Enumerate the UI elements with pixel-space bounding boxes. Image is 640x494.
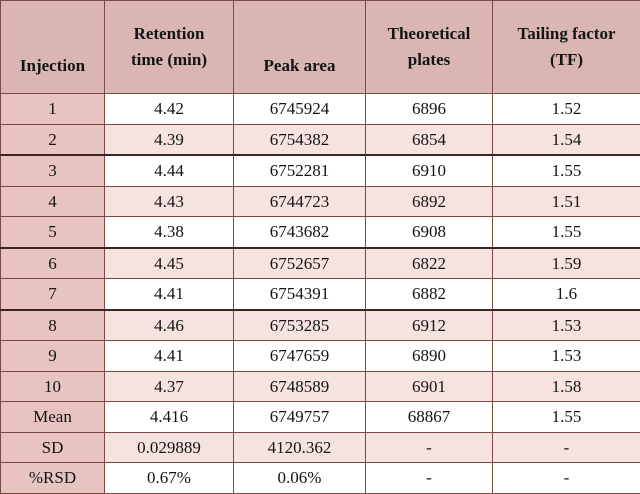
peak-area-cell: 6747659 xyxy=(234,341,366,372)
peak-area-cell: 6744723 xyxy=(234,186,366,217)
peak-area-cell: 6745924 xyxy=(234,94,366,125)
theoretical-plates-cell: - xyxy=(366,432,493,463)
theoretical-plates-cell: 6892 xyxy=(366,186,493,217)
peak-area-cell: 6754382 xyxy=(234,124,366,155)
table-row-sd: SD 0.029889 4120.362 - - xyxy=(1,432,640,463)
row-label-cell: SD xyxy=(1,432,105,463)
table-row: 2 4.39 6754382 6854 1.54 xyxy=(1,124,640,155)
theoretical-plates-cell: 6908 xyxy=(366,217,493,248)
retention-time-cell: 4.41 xyxy=(105,279,234,310)
table-row: 7 4.41 6754391 6882 1.6 xyxy=(1,279,640,310)
table-row: 8 4.46 6753285 6912 1.53 xyxy=(1,310,640,341)
retention-time-cell: 4.41 xyxy=(105,341,234,372)
tailing-factor-cell: - xyxy=(493,432,640,463)
row-label-cell: 4 xyxy=(1,186,105,217)
theoretical-plates-cell: 6910 xyxy=(366,155,493,186)
row-label-cell: 3 xyxy=(1,155,105,186)
peak-area-cell: 6753285 xyxy=(234,310,366,341)
theoretical-plates-cell: 6890 xyxy=(366,341,493,372)
tailing-factor-cell: 1.51 xyxy=(493,186,640,217)
header-tailing-line1: Tailing factor xyxy=(493,21,640,47)
header-peak-area: Peak area xyxy=(234,1,366,94)
tailing-factor-cell: 1.58 xyxy=(493,371,640,402)
peak-area-cell: 6752657 xyxy=(234,248,366,279)
peak-area-cell: 0.06% xyxy=(234,463,366,494)
row-label-cell: 1 xyxy=(1,94,105,125)
tailing-factor-cell: 1.55 xyxy=(493,155,640,186)
table-row-mean: Mean 4.416 6749757 68867 1.55 xyxy=(1,402,640,433)
retention-time-cell: 0.029889 xyxy=(105,432,234,463)
retention-time-cell: 4.416 xyxy=(105,402,234,433)
retention-time-cell: 4.37 xyxy=(105,371,234,402)
table-header: Injection Retention time (min) Peak area… xyxy=(1,1,640,94)
theoretical-plates-cell: 6854 xyxy=(366,124,493,155)
table-row: 1 4.42 6745924 6896 1.52 xyxy=(1,94,640,125)
table-row: 6 4.45 6752657 6822 1.59 xyxy=(1,248,640,279)
row-label-cell: Mean xyxy=(1,402,105,433)
peak-area-cell: 6748589 xyxy=(234,371,366,402)
row-label-cell: 9 xyxy=(1,341,105,372)
row-label-cell: 10 xyxy=(1,371,105,402)
header-tailing-factor: Tailing factor (TF) xyxy=(493,1,640,94)
retention-time-cell: 4.43 xyxy=(105,186,234,217)
row-label-cell: 2 xyxy=(1,124,105,155)
theoretical-plates-cell: 6882 xyxy=(366,279,493,310)
row-label-cell: 6 xyxy=(1,248,105,279)
header-tailing-line2: (TF) xyxy=(493,47,640,73)
peak-area-cell: 4120.362 xyxy=(234,432,366,463)
table-row-rsd: %RSD 0.67% 0.06% - - xyxy=(1,463,640,494)
header-peak-area-text: Peak area xyxy=(234,53,365,79)
header-plates-line1: Theoretical xyxy=(366,21,492,47)
retention-time-cell: 4.44 xyxy=(105,155,234,186)
tailing-factor-cell: - xyxy=(493,463,640,494)
peak-area-cell: 6749757 xyxy=(234,402,366,433)
table-row: 3 4.44 6752281 6910 1.55 xyxy=(1,155,640,186)
tailing-factor-cell: 1.52 xyxy=(493,94,640,125)
row-label-cell: 8 xyxy=(1,310,105,341)
table-row: 9 4.41 6747659 6890 1.53 xyxy=(1,341,640,372)
row-label-cell: 5 xyxy=(1,217,105,248)
header-theoretical-plates: Theoretical plates xyxy=(366,1,493,94)
theoretical-plates-cell: 6912 xyxy=(366,310,493,341)
theoretical-plates-cell: 6896 xyxy=(366,94,493,125)
retention-time-cell: 0.67% xyxy=(105,463,234,494)
header-injection: Injection xyxy=(1,1,105,94)
tailing-factor-cell: 1.53 xyxy=(493,341,640,372)
retention-time-cell: 4.42 xyxy=(105,94,234,125)
retention-time-cell: 4.45 xyxy=(105,248,234,279)
tailing-factor-cell: 1.6 xyxy=(493,279,640,310)
tailing-factor-cell: 1.55 xyxy=(493,402,640,433)
header-retention-line1: Retention xyxy=(105,21,233,47)
peak-area-cell: 6743682 xyxy=(234,217,366,248)
tailing-factor-cell: 1.59 xyxy=(493,248,640,279)
tailing-factor-cell: 1.54 xyxy=(493,124,640,155)
tailing-factor-cell: 1.53 xyxy=(493,310,640,341)
tailing-factor-cell: 1.55 xyxy=(493,217,640,248)
theoretical-plates-cell: 6822 xyxy=(366,248,493,279)
table-row: 10 4.37 6748589 6901 1.58 xyxy=(1,371,640,402)
header-injection-text: Injection xyxy=(1,53,104,79)
header-row: Injection Retention time (min) Peak area… xyxy=(1,1,640,94)
row-label-cell: 7 xyxy=(1,279,105,310)
theoretical-plates-cell: 68867 xyxy=(366,402,493,433)
retention-time-cell: 4.38 xyxy=(105,217,234,248)
header-retention-line2: time (min) xyxy=(105,47,233,73)
header-retention-time: Retention time (min) xyxy=(105,1,234,94)
table-body: 1 4.42 6745924 6896 1.52 2 4.39 6754382 … xyxy=(1,94,640,494)
theoretical-plates-cell: - xyxy=(366,463,493,494)
peak-area-cell: 6754391 xyxy=(234,279,366,310)
table-row: 4 4.43 6744723 6892 1.51 xyxy=(1,186,640,217)
peak-area-cell: 6752281 xyxy=(234,155,366,186)
retention-time-cell: 4.46 xyxy=(105,310,234,341)
header-plates-line2: plates xyxy=(366,47,492,73)
row-label-cell: %RSD xyxy=(1,463,105,494)
theoretical-plates-cell: 6901 xyxy=(366,371,493,402)
table-row: 5 4.38 6743682 6908 1.55 xyxy=(1,217,640,248)
retention-time-cell: 4.39 xyxy=(105,124,234,155)
